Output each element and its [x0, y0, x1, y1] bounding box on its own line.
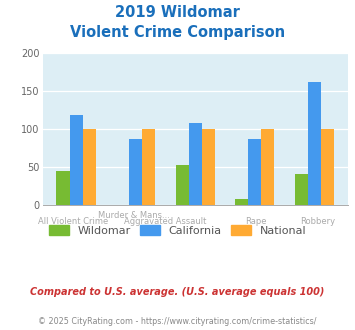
Bar	[248, 139, 261, 205]
Bar	[295, 174, 308, 205]
Bar	[235, 199, 248, 205]
Text: Compared to U.S. average. (U.S. average equals 100): Compared to U.S. average. (U.S. average …	[30, 287, 325, 297]
Text: 2019 Wildomar: 2019 Wildomar	[115, 5, 240, 20]
Text: Aggravated Assault: Aggravated Assault	[124, 217, 206, 226]
Text: Robbery: Robbery	[300, 217, 335, 226]
Bar	[261, 129, 274, 205]
Bar	[189, 123, 202, 205]
Bar	[129, 139, 142, 205]
Bar	[321, 129, 334, 205]
Text: Violent Crime Comparison: Violent Crime Comparison	[70, 25, 285, 40]
Text: Rape: Rape	[246, 217, 267, 226]
Text: Murder & Mans...: Murder & Mans...	[98, 211, 170, 220]
Bar	[56, 171, 70, 205]
Bar	[83, 129, 96, 205]
Bar	[308, 82, 321, 205]
Bar	[142, 129, 155, 205]
Text: All Violent Crime: All Violent Crime	[38, 217, 108, 226]
Legend: Wildomar, California, National: Wildomar, California, National	[44, 220, 311, 240]
Bar	[202, 129, 215, 205]
Text: © 2025 CityRating.com - https://www.cityrating.com/crime-statistics/: © 2025 CityRating.com - https://www.city…	[38, 317, 317, 326]
Bar	[70, 115, 83, 205]
Bar	[176, 165, 189, 205]
